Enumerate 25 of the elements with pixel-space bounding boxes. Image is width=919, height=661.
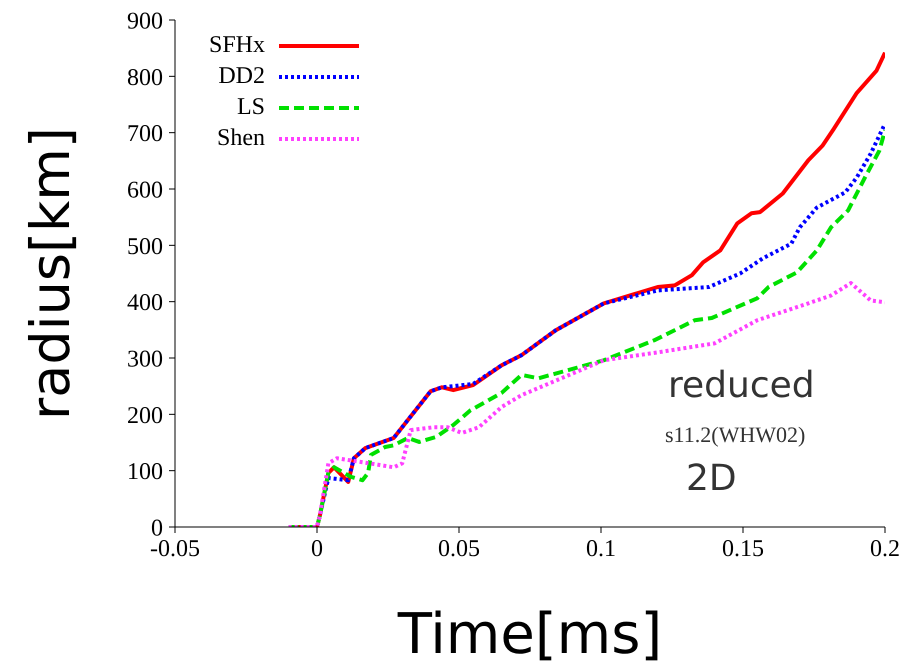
y-tick-label: 100	[127, 459, 163, 486]
y-tick-label: 400	[127, 290, 163, 316]
x-tick-label: 0.05	[438, 536, 480, 562]
annotation: s11.2(WHW02)	[665, 422, 806, 448]
y-tick-label: 200	[127, 402, 163, 429]
legend-label: DD2	[217, 63, 265, 90]
annotation: 2D	[686, 458, 737, 499]
x-tick-label: 0	[311, 536, 323, 562]
annotation: reduced	[668, 365, 815, 406]
x-tick-label: 0.15	[722, 536, 764, 562]
x-tick-label: -0.05	[150, 536, 200, 562]
y-tick-label: 600	[127, 178, 163, 204]
y-tick-label: 800	[127, 64, 163, 91]
y-tick-label: 500	[127, 234, 163, 260]
line-series	[286, 281, 885, 527]
legend-label: LS	[236, 94, 265, 121]
legend-label: SFHx	[208, 32, 265, 59]
legend-label: Shen	[216, 125, 265, 152]
y-tick-label: 300	[127, 346, 163, 373]
x-tick-label: 0.1	[586, 536, 616, 562]
x-axis-title: Time[ms]	[396, 602, 662, 661]
y-axis-title: radius[km]	[19, 127, 82, 420]
y-tick-label: 900	[127, 8, 163, 35]
y-tick-label: 700	[127, 121, 163, 148]
x-tick-label: 0.2	[870, 536, 900, 562]
